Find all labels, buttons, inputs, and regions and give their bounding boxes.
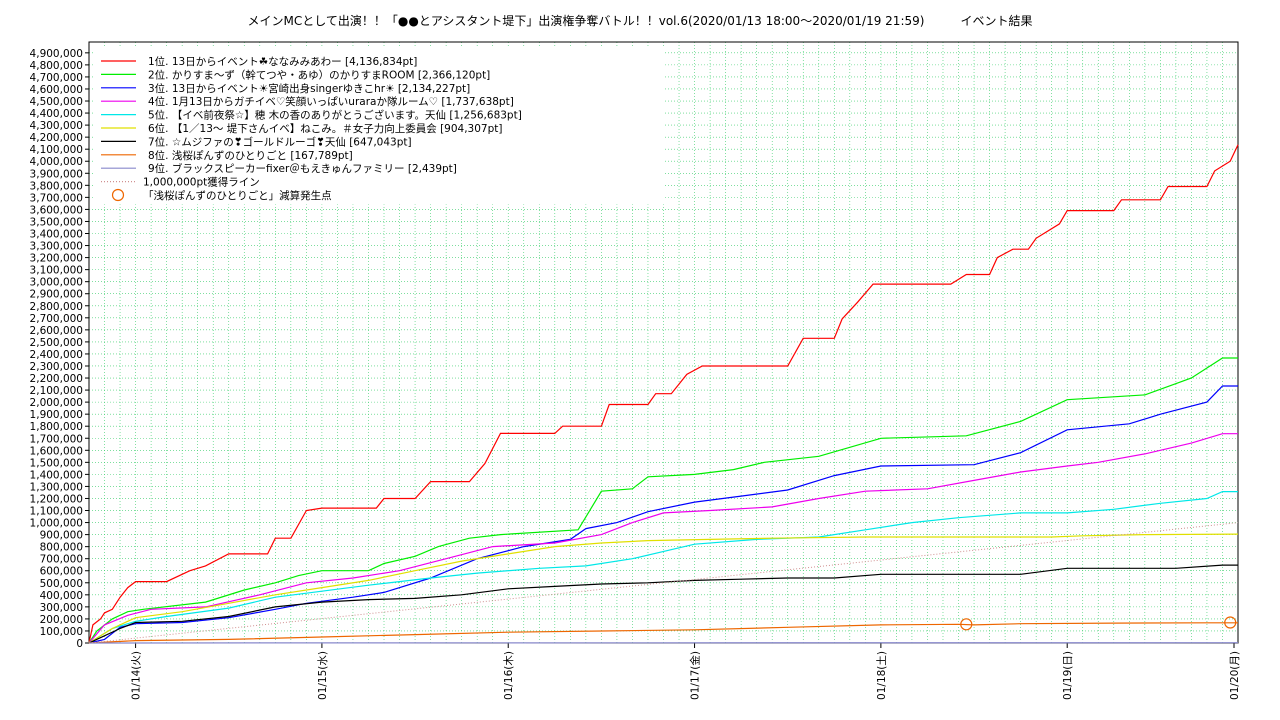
legend-label: 1位. 13日からイベント☘ななみみあわー [4,136,834pt] — [148, 55, 417, 68]
y-tick-label: 2,000,000 — [30, 397, 83, 409]
y-tick-label: 500,000 — [40, 578, 83, 590]
legend-label: 2位. かりすま〜ず（幹てつや・あゆ）のかりすまROOM [2,366,120p… — [148, 68, 490, 81]
y-tick-label: 900,000 — [40, 530, 83, 542]
y-tick-label: 2,600,000 — [30, 325, 83, 337]
y-tick-label: 2,300,000 — [30, 361, 83, 373]
legend-label: 5位. 【イベ前夜祭☆】穂 木の香のありがとうございます。天仙 [1,256,6… — [148, 109, 522, 122]
y-tick-label: 3,700,000 — [30, 192, 83, 204]
legend-label: 6位. 【1／13〜 堤下さんイベ】ねこみ。＃女子力向上委員会 [904,307… — [148, 122, 502, 135]
y-tick-label: 4,000,000 — [30, 156, 83, 168]
y-tick-label: 1,100,000 — [30, 506, 83, 518]
series-line-6 — [88, 533, 1239, 644]
x-tick-label: 01/17(金) — [689, 651, 702, 700]
y-tick-label: 3,500,000 — [30, 216, 83, 228]
deduction-marker — [960, 618, 973, 631]
y-tick-label: 2,700,000 — [30, 313, 83, 325]
y-tick-label: 3,400,000 — [30, 229, 83, 241]
y-tick-label: 1,200,000 — [30, 493, 83, 505]
series-line-4 — [88, 433, 1238, 644]
y-tick-label: 700,000 — [40, 554, 83, 566]
y-tick-label: 1,500,000 — [30, 457, 83, 469]
y-tick-label: 2,500,000 — [30, 337, 83, 349]
series-group — [88, 144, 1239, 644]
series-line-5 — [88, 491, 1238, 644]
y-tick-label: 2,100,000 — [30, 385, 83, 397]
chart-title: メインMCとして出演！！「●●とアシスタント堤下」出演権争奪バトル！！vol.6… — [247, 14, 1033, 28]
y-tick-label: 3,200,000 — [30, 253, 83, 265]
y-tick-label: 1,000,000 — [30, 518, 83, 530]
y-tick-label: 4,900,000 — [30, 48, 83, 60]
x-tick-label: 01/20(月) — [1229, 651, 1241, 700]
y-tick-label: 4,400,000 — [30, 108, 83, 120]
series-line-1 — [88, 144, 1239, 644]
y-tick-label: 3,100,000 — [30, 265, 83, 277]
y-tick-label: 1,700,000 — [30, 433, 83, 445]
legend: 1位. 13日からイベント☘ななみみあわー [4,136,834pt]2位. か… — [101, 55, 522, 202]
y-tick-label: 1,600,000 — [30, 445, 83, 457]
legend-box — [95, 47, 665, 205]
y-tick-label: 1,800,000 — [30, 421, 83, 433]
y-tick-label: 4,600,000 — [30, 84, 83, 96]
y-tick-label: 600,000 — [40, 566, 83, 578]
y-tick-label: 1,900,000 — [30, 409, 83, 421]
x-tick-label: 01/15(水) — [317, 651, 329, 700]
x-tick-label: 01/16(木) — [503, 651, 515, 700]
legend-marker — [111, 188, 125, 202]
y-tick-label: 4,500,000 — [30, 96, 83, 108]
y-tick-label: 3,300,000 — [30, 241, 83, 253]
y-tick-label: 800,000 — [40, 542, 83, 554]
legend-label: 3位. 13日からイベント☀宮崎出身singerゆきこhr☀ [2,134,22… — [148, 82, 470, 95]
y-tick-label: 2,900,000 — [30, 289, 83, 301]
y-tick-label: 3,900,000 — [30, 168, 83, 180]
legend-label: 9位. ブラックスピーカーfixer＠もえきゅんファミリー [2,439pt] — [148, 162, 457, 175]
series-line-7 — [88, 564, 1238, 644]
y-tick-label: 2,800,000 — [30, 301, 83, 313]
y-tick-label: 400,000 — [40, 590, 83, 602]
y-tick-label: 4,800,000 — [30, 60, 83, 72]
legend-label: 4位. 1月13日からガチイベ♡笑顔いっぱいuraraか隊ルーム♡ [1,737… — [148, 95, 514, 108]
y-tick-label: 4,100,000 — [30, 144, 83, 156]
legend-label: 8位. 浅桜ぽんずのひとりごと [167,789pt] — [148, 149, 353, 162]
y-tick-label: 100,000 — [40, 626, 83, 638]
y-tick-label: 3,000,000 — [30, 277, 83, 289]
grid — [89, 42, 1238, 643]
y-tick-label: 300,000 — [40, 602, 83, 614]
y-tick-label: 3,800,000 — [30, 180, 83, 192]
series-line-3 — [88, 385, 1238, 644]
x-tick-label: 01/19(日) — [1062, 651, 1074, 700]
y-tick-label: 1,300,000 — [30, 481, 83, 493]
series-line-2 — [88, 357, 1238, 644]
x-tick-label: 01/18(土) — [875, 651, 888, 700]
y-tick-label: 3,600,000 — [30, 204, 83, 216]
y-tick-label: 4,200,000 — [30, 132, 83, 144]
series-line-8 — [88, 622, 1238, 644]
y-tick-label: 1,400,000 — [30, 469, 83, 481]
x-tick-label: 01/14(火) — [131, 651, 143, 700]
y-tick-label: 4,700,000 — [30, 72, 83, 84]
deduction-marker — [1224, 616, 1237, 629]
y-tick-label: 2,400,000 — [30, 349, 83, 361]
axes: 0100,000200,000300,000400,000500,000600,… — [30, 41, 1241, 700]
series-line-10 — [88, 522, 1239, 644]
y-tick-label: 2,200,000 — [30, 373, 83, 385]
y-tick-label: 200,000 — [40, 614, 83, 626]
y-tick-label: 0 — [76, 638, 83, 650]
legend-label: 「浅桜ぽんずのひとりごと」減算発生点 — [143, 189, 332, 202]
legend-label: 7位. ☆ムジファの❣ゴールドルーゴ❣天仙 [647,043pt] — [148, 135, 412, 148]
legend-label: 1,000,000pt獲得ライン — [143, 176, 260, 189]
y-tick-label: 4,300,000 — [30, 120, 83, 132]
